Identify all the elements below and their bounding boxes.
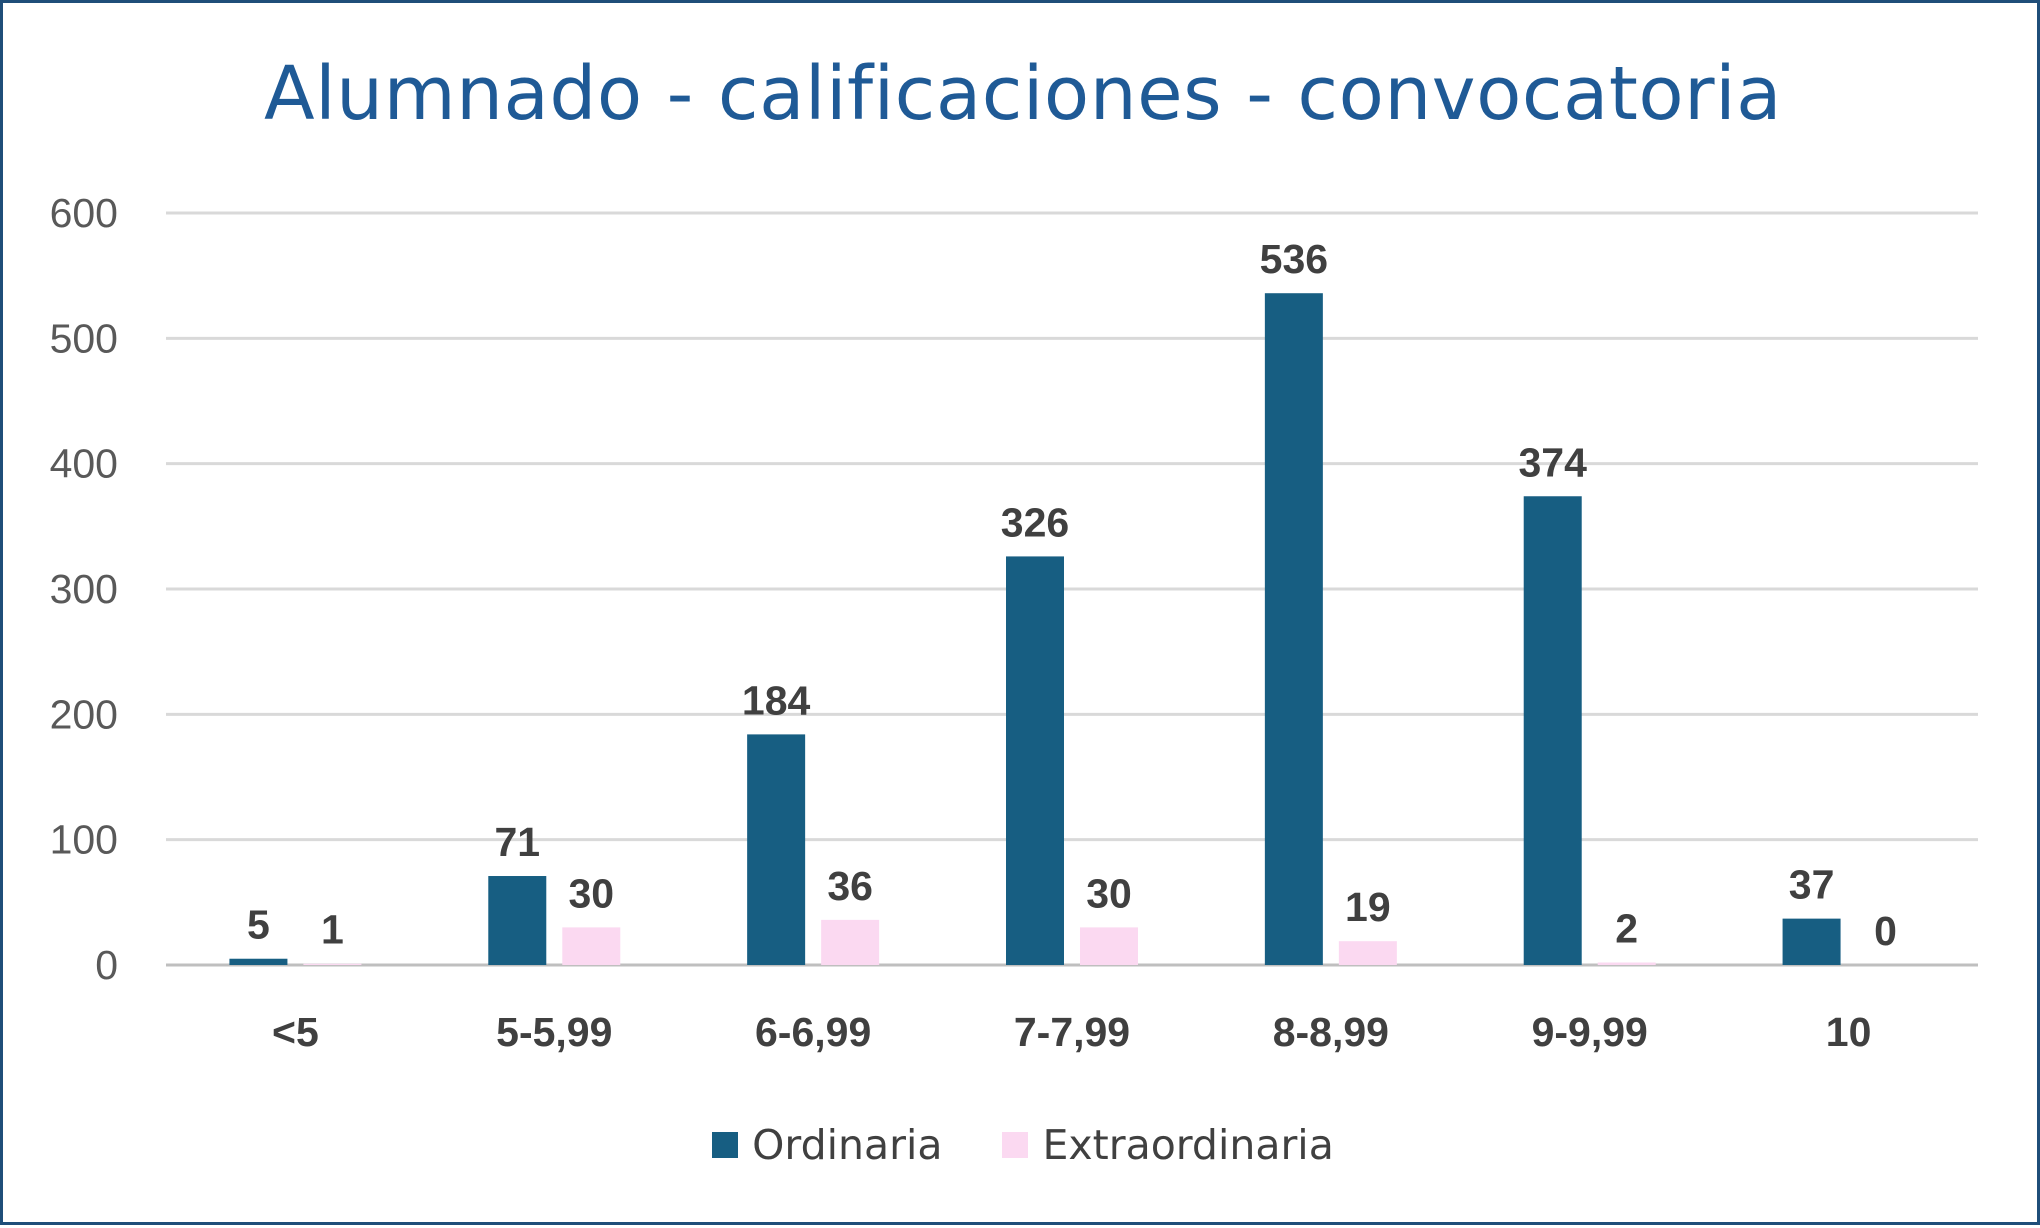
y-tick-label: 0 [95,942,118,988]
legend-label-extraordinaria: Extraordinaria [1042,1121,1334,1169]
x-tick-label: 5-5,99 [496,1009,612,1055]
data-label-extraordinaria-3: 30 [1086,870,1132,916]
legend-item-ordinaria: Ordinaria [712,1121,942,1169]
bar-ordinaria-6 [1782,918,1841,965]
bar-ordinaria-3 [1006,556,1064,965]
bar-ordinaria-0 [229,958,288,965]
data-label-extraordinaria-2: 36 [827,863,873,909]
bar-extraordinaria-4 [1338,941,1397,965]
data-label-ordinaria-0: 5 [247,902,270,948]
bar-ordinaria-5 [1523,496,1582,965]
bar-extraordinaria-1 [562,927,621,965]
data-label-ordinaria-1: 71 [494,819,540,865]
legend-item-extraordinaria: Extraordinaria [1002,1121,1334,1169]
y-tick-label: 200 [50,691,118,737]
data-label-extraordinaria-6: 0 [1874,908,1897,954]
legend-swatch-extraordinaria [1002,1132,1029,1158]
x-tick-label: 7-7,99 [1014,1009,1130,1055]
x-tick-label: 8-8,99 [1273,1009,1389,1055]
bar-ordinaria-2 [747,734,806,965]
y-tick-label: 300 [50,566,118,612]
data-label-extraordinaria-1: 30 [568,870,614,916]
data-label-ordinaria-2: 184 [742,677,811,723]
x-tick-label: 6-6,99 [755,1009,871,1055]
bar-ordinaria-1 [488,876,547,965]
y-tick-label: 400 [50,441,118,487]
legend: Ordinaria Extraordinaria [3,1119,2040,1171]
data-label-ordinaria-4: 536 [1260,236,1328,282]
data-label-extraordinaria-5: 2 [1615,905,1638,951]
data-label-ordinaria-6: 37 [1789,862,1835,908]
x-tick-label: 10 [1826,1009,1872,1055]
data-label-extraordinaria-4: 19 [1345,884,1391,930]
bar-extraordinaria-3 [1080,927,1138,965]
legend-label-ordinaria: Ordinaria [752,1121,943,1169]
bar-extraordinaria-0 [303,963,362,965]
x-tick-label: 9-9,99 [1532,1009,1648,1055]
x-tick-label: <5 [272,1009,319,1055]
data-label-extraordinaria-0: 1 [321,907,344,953]
y-tick-label: 500 [50,315,118,361]
data-label-ordinaria-5: 374 [1519,439,1588,485]
y-tick-label: 600 [50,190,118,236]
y-tick-label: 100 [50,817,118,863]
legend-swatch-ordinaria [712,1132,739,1158]
data-label-ordinaria-3: 326 [1001,499,1069,545]
bar-extraordinaria-2 [821,919,880,965]
chart-title: Alumnado - calificaciones - convocatoria [263,51,1783,137]
bar-extraordinaria-5 [1597,962,1656,965]
bar-ordinaria-4 [1264,293,1323,965]
